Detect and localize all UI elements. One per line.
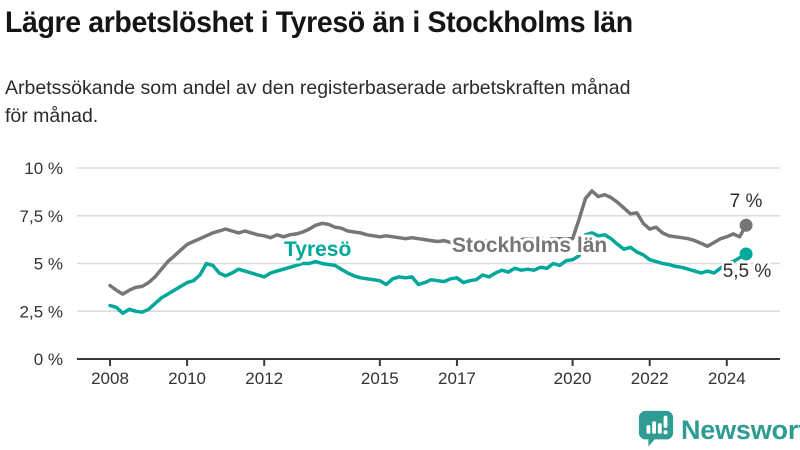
x-axis-label: 2015 — [361, 369, 399, 388]
y-axis-label: 0 % — [34, 350, 63, 369]
unemployment-line-chart: 0 % 2,5 % 5 % 7,5 % 10 % 2008 2010 2012 2015 2017… — [20, 159, 780, 388]
y-axis-label: 7,5 % — [20, 207, 63, 226]
series-line-tyreso — [108, 231, 748, 315]
x-axis-label: 2024 — [708, 369, 746, 388]
x-axis-label: 2020 — [554, 369, 592, 388]
x-axis-label: 2017 — [438, 369, 476, 388]
y-axis-label: 5 % — [34, 255, 63, 274]
series-end-dot-stockholms-lan — [739, 218, 753, 232]
series-end-value-stockholms-lan: 7 % — [730, 191, 763, 212]
series-label-tyreso: Tyresö — [284, 238, 351, 261]
line-chart-area: 0 % 2,5 % 5 % 7,5 % 10 % 2008 2010 2012 2015 2017… — [0, 150, 800, 400]
x-axis-label: 2008 — [91, 369, 129, 388]
newsworthy-wordmark: Newsworthy — [681, 415, 800, 445]
y-axis-label: 10 % — [24, 159, 63, 178]
bar-3 — [657, 423, 662, 434]
series-label-stockholms-lan: Stockholms län — [452, 234, 607, 257]
y-axis-label: 2,5 % — [20, 302, 63, 321]
subtitle-line-2: för månad. — [5, 105, 99, 127]
series-end-value-tyreso: 5,5 % — [723, 261, 772, 282]
subtitle-line-1: Arbetssökande som andel av den registerb… — [5, 77, 631, 99]
x-axis-label: 2012 — [245, 369, 283, 388]
exclamation-dot — [663, 430, 668, 435]
bar-2 — [652, 421, 656, 434]
page-title: Lägre arbetslöshet i Tyresö än i Stockho… — [5, 6, 633, 39]
exclamation-bar — [663, 415, 668, 428]
x-axis-label: 2022 — [631, 369, 669, 388]
series-line-stockholms-lan — [108, 189, 748, 296]
newsworthy-logo-icon — [638, 410, 674, 447]
bar-1 — [646, 425, 651, 434]
series-end-dot-tyreso — [739, 247, 753, 261]
x-axis-label: 2010 — [168, 369, 206, 388]
chart-subtitle: Arbetssökande som andel av den registerb… — [5, 74, 630, 130]
